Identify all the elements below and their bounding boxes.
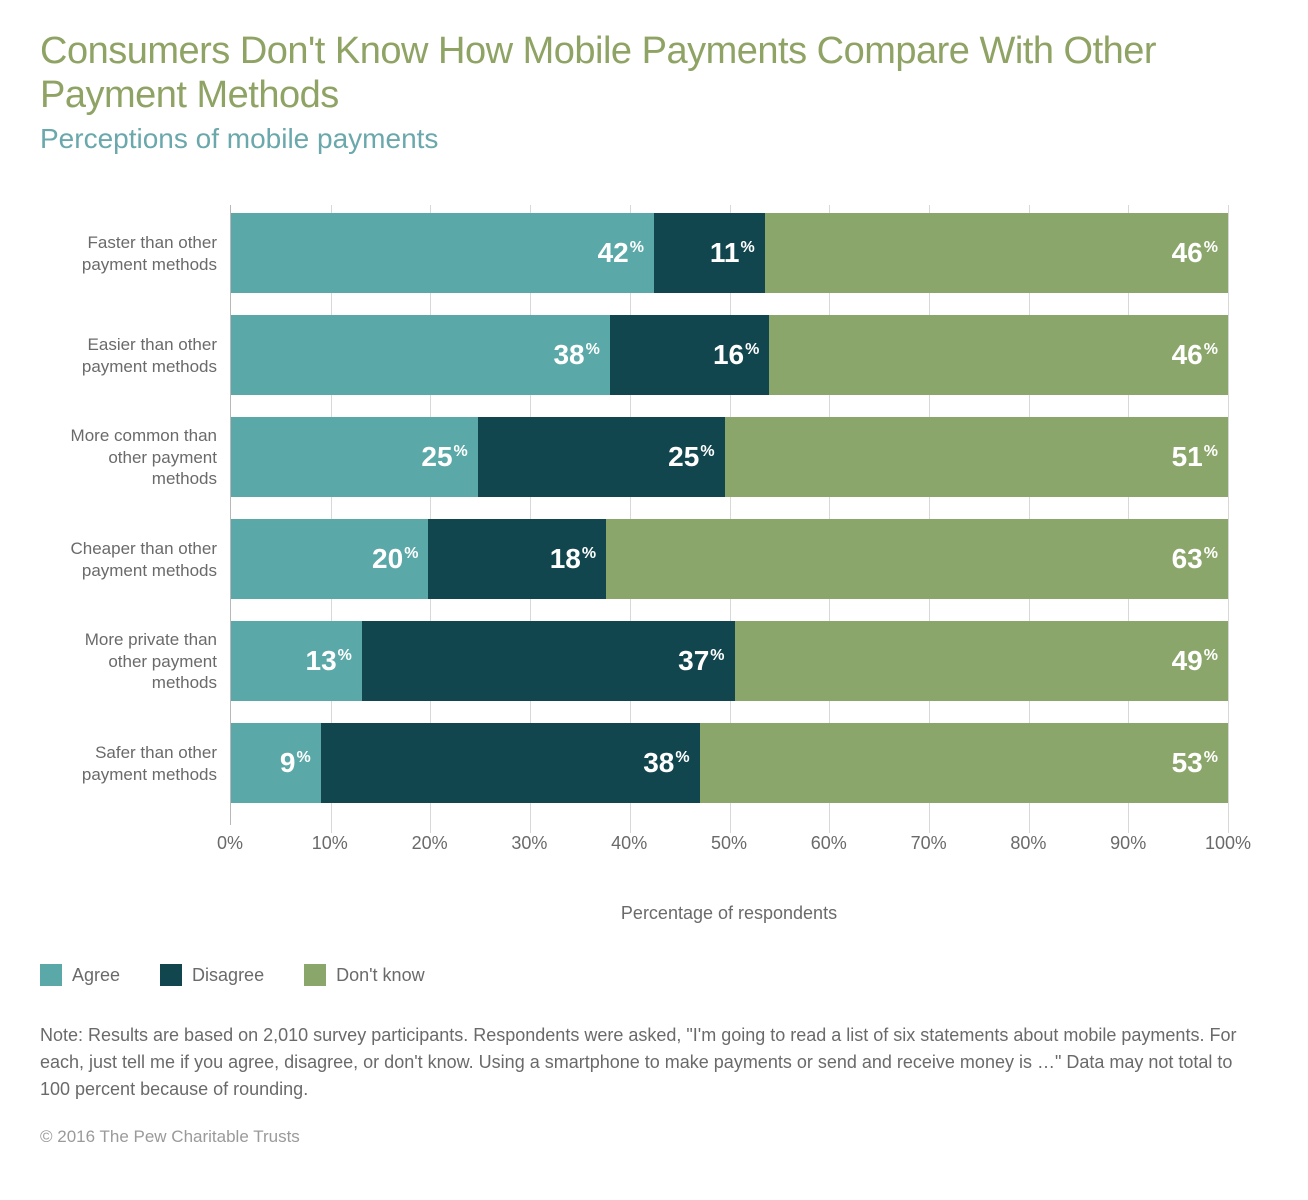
copyright: © 2016 The Pew Charitable Trusts bbox=[40, 1127, 1268, 1147]
bar-segment-dontknow: 49% bbox=[735, 621, 1228, 701]
x-tick-label: 0% bbox=[217, 833, 243, 854]
x-tick-label: 30% bbox=[511, 833, 547, 854]
x-axis-title: Percentage of respondents bbox=[230, 903, 1228, 924]
bar-segment-agree: 42% bbox=[231, 213, 654, 293]
x-tick-label: 20% bbox=[412, 833, 448, 854]
bar-value: 25% bbox=[668, 441, 714, 473]
x-tick-label: 60% bbox=[811, 833, 847, 854]
legend-item-disagree: Disagree bbox=[160, 964, 264, 986]
bar-value: 46% bbox=[1172, 339, 1218, 371]
x-tick-label: 40% bbox=[611, 833, 647, 854]
category-label: Faster than other payment methods bbox=[51, 232, 231, 275]
x-axis-labels: 0%10%20%30%40%50%60%70%80%90%100% bbox=[230, 833, 1228, 867]
bar-segment-agree: 9% bbox=[231, 723, 321, 803]
bar-value: 18% bbox=[550, 543, 596, 575]
bar-value: 11% bbox=[710, 237, 755, 269]
bar-row: Faster than other payment methods42%11%4… bbox=[231, 213, 1228, 293]
bar-segment-disagree: 11% bbox=[654, 213, 765, 293]
legend-item-dontknow: Don't know bbox=[304, 964, 424, 986]
legend: Agree Disagree Don't know bbox=[40, 964, 1268, 986]
bar-value: 38% bbox=[643, 747, 689, 779]
bar-segment-disagree: 25% bbox=[478, 417, 725, 497]
bar-row: Easier than other payment methods38%16%4… bbox=[231, 315, 1228, 395]
legend-swatch bbox=[160, 964, 182, 986]
category-label: Cheaper than other payment methods bbox=[51, 538, 231, 581]
bar-row: Cheaper than other payment methods20%18%… bbox=[231, 519, 1228, 599]
x-tick-label: 100% bbox=[1205, 833, 1251, 854]
bar-segment-disagree: 38% bbox=[321, 723, 700, 803]
legend-swatch bbox=[304, 964, 326, 986]
bar-value: 16% bbox=[713, 339, 759, 371]
bar-segment-dontknow: 53% bbox=[700, 723, 1228, 803]
bar-row: Safer than other payment methods9%38%53% bbox=[231, 723, 1228, 803]
bar-segment-agree: 25% bbox=[231, 417, 478, 497]
bar-value: 37% bbox=[678, 645, 724, 677]
bar-value: 46% bbox=[1172, 237, 1218, 269]
bar-value: 38% bbox=[553, 339, 599, 371]
bar-segment-disagree: 16% bbox=[610, 315, 770, 395]
bar-value: 42% bbox=[598, 237, 644, 269]
x-tick-label: 90% bbox=[1110, 833, 1146, 854]
bar-value: 13% bbox=[306, 645, 352, 677]
chart-subtitle: Perceptions of mobile payments bbox=[40, 123, 1268, 155]
gridline bbox=[1228, 205, 1229, 833]
legend-label: Agree bbox=[72, 965, 120, 986]
x-tick-label: 80% bbox=[1010, 833, 1046, 854]
category-label: More private than other payment methods bbox=[51, 630, 231, 694]
bar-value: 53% bbox=[1172, 747, 1218, 779]
category-label: More common than other payment methods bbox=[51, 426, 231, 490]
bar-value: 51% bbox=[1172, 441, 1218, 473]
legend-swatch bbox=[40, 964, 62, 986]
stacked-bar-chart: Faster than other payment methods42%11%4… bbox=[230, 205, 1228, 924]
bar-segment-agree: 20% bbox=[231, 519, 428, 599]
bar-value: 25% bbox=[421, 441, 467, 473]
bar-segment-agree: 13% bbox=[231, 621, 362, 701]
chart-title: Consumers Don't Know How Mobile Payments… bbox=[40, 30, 1268, 117]
category-label: Safer than other payment methods bbox=[51, 742, 231, 785]
bar-segment-disagree: 37% bbox=[362, 621, 735, 701]
bar-segment-dontknow: 46% bbox=[769, 315, 1228, 395]
bar-value: 63% bbox=[1172, 543, 1218, 575]
bar-value: 9% bbox=[280, 747, 311, 779]
chart-footnote: Note: Results are based on 2,010 survey … bbox=[40, 1022, 1260, 1103]
legend-label: Don't know bbox=[336, 965, 424, 986]
bar-row: More common than other payment methods25… bbox=[231, 417, 1228, 497]
bar-row: More private than other payment methods1… bbox=[231, 621, 1228, 701]
bar-value: 49% bbox=[1172, 645, 1218, 677]
bar-segment-disagree: 18% bbox=[428, 519, 606, 599]
bar-segment-dontknow: 51% bbox=[725, 417, 1228, 497]
bar-segment-dontknow: 63% bbox=[606, 519, 1228, 599]
bar-value: 20% bbox=[372, 543, 418, 575]
legend-item-agree: Agree bbox=[40, 964, 120, 986]
x-tick-label: 10% bbox=[312, 833, 348, 854]
x-tick-label: 50% bbox=[711, 833, 747, 854]
plot-area: Faster than other payment methods42%11%4… bbox=[230, 205, 1228, 825]
bar-segment-dontknow: 46% bbox=[765, 213, 1228, 293]
x-tick-label: 70% bbox=[911, 833, 947, 854]
category-label: Easier than other payment methods bbox=[51, 334, 231, 377]
bar-segment-agree: 38% bbox=[231, 315, 610, 395]
legend-label: Disagree bbox=[192, 965, 264, 986]
